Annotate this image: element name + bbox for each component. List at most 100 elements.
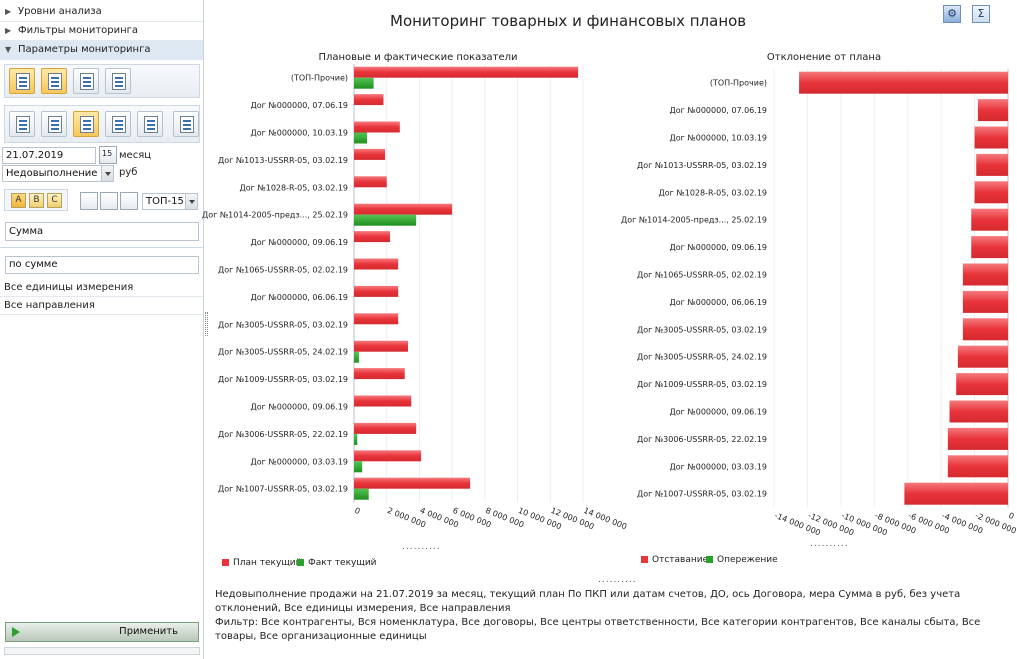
table-icon (48, 73, 62, 90)
period-label[interactable]: месяц (119, 150, 152, 161)
category-label: Дог №1007-USSRR-05, 03.02.19 (218, 485, 348, 494)
legend-label: Опережение (717, 555, 778, 565)
legend-fact[interactable]: Факт текущий (297, 558, 377, 568)
bar-plan (354, 148, 386, 160)
mode-select[interactable]: Недовыполнение (2, 165, 114, 182)
documents-icon (48, 116, 62, 133)
bar-fact (354, 433, 358, 445)
legend-ahead[interactable]: Опережение (706, 555, 778, 565)
category-label: Дог №000000, 06.06.19 (251, 293, 348, 302)
chart-title: Плановые и фактические показатели (318, 52, 517, 63)
abc-a-button[interactable]: A (11, 193, 26, 208)
bar-plan (354, 313, 399, 325)
category-label: Дог №000000, 10.03.19 (251, 129, 348, 138)
calendar-button[interactable]: 15 (99, 146, 117, 164)
splitter-dots[interactable]: .......... (402, 542, 441, 552)
bar-lag (956, 373, 1008, 396)
legend-lag[interactable]: Отставание (641, 555, 708, 565)
bar-lag (947, 427, 1008, 450)
chevron-right-icon: ▶ (5, 7, 12, 16)
category-label: Дог №000000, 06.06.19 (670, 298, 767, 307)
contract-icon (80, 116, 94, 133)
chevron-down-icon (101, 166, 113, 181)
currency-label[interactable]: руб (119, 167, 138, 178)
bar-plan (354, 368, 405, 380)
tick-label: 0 (1007, 511, 1015, 521)
date-input[interactable]: 21.07.2019 (2, 147, 96, 164)
splitter-dots[interactable]: .......... (598, 575, 637, 585)
bar-lag (799, 71, 1008, 94)
settings-panel: ▶ Уровни анализа ▶ Фильтры мониторинга ▼… (0, 0, 204, 659)
tree-item-analysis-levels[interactable]: ▶ Уровни анализа (0, 3, 203, 22)
briefcase-button[interactable] (73, 68, 99, 94)
chart-type-button[interactable] (80, 192, 98, 210)
chart-title: Отклонение от плана (767, 52, 881, 63)
bar-lag (971, 208, 1008, 231)
top-button[interactable] (100, 192, 118, 210)
bar-lag (904, 482, 1008, 505)
list-icon (16, 73, 30, 90)
bar-lag (949, 400, 1008, 423)
category-label: Дог №1009-USSRR-05, 03.02.19 (218, 375, 348, 384)
sum-button[interactable]: Σ (972, 5, 990, 23)
documents-button[interactable] (41, 111, 67, 137)
horizontal-scrollbar[interactable] (4, 647, 200, 655)
transfer-button[interactable] (105, 68, 131, 94)
category-label: Дог №000000, 09.06.19 (251, 238, 348, 247)
bar-plan (354, 450, 422, 462)
category-label: Дог №3005-USSRR-05, 03.02.19 (637, 325, 767, 334)
bar-plan (354, 203, 453, 215)
abc-group: A B C (4, 189, 68, 211)
description-filter: Фильтр: Все контрагенты, Вся номенклатур… (215, 617, 981, 642)
users-button[interactable] (9, 111, 35, 137)
bar-fact (354, 488, 369, 500)
play-icon (12, 627, 20, 637)
tree-item-monitoring-filters[interactable]: ▶ Фильтры мониторинга (0, 22, 203, 41)
abc-c-button[interactable]: C (47, 193, 62, 208)
apply-button[interactable]: Применить (5, 622, 199, 642)
description-line: Недовыполнение продажи на 21.07.2019 за … (215, 589, 961, 614)
bar-plan (354, 231, 390, 243)
manager-icon (112, 116, 126, 133)
bar-plan (354, 66, 579, 78)
bar-plan (354, 121, 400, 133)
legend-swatch (641, 556, 648, 563)
category-label: (ТОП-Прочие) (710, 79, 767, 88)
directions-filter[interactable]: Все направления (0, 297, 203, 315)
description: Недовыполнение продажи на 21.07.2019 за … (215, 588, 1010, 644)
measure-select[interactable]: Сумма (5, 222, 199, 241)
contract-button[interactable] (73, 111, 99, 137)
category-label: Дог №1013-USSRR-05, 03.02.19 (218, 156, 348, 165)
legend-label: Отставание (652, 555, 709, 565)
bar-lag (962, 318, 1008, 341)
category-label: Дог №000000, 09.06.19 (670, 408, 767, 417)
splitter-dots[interactable]: .......... (810, 539, 849, 549)
settings-icon: ⚙ (947, 7, 957, 20)
sort-up-button[interactable] (120, 192, 138, 210)
bar-lag (974, 181, 1008, 204)
print-button[interactable] (173, 111, 199, 137)
list-view-button[interactable] (9, 68, 35, 94)
sort-select[interactable]: по сумме (5, 256, 199, 274)
sum-icon: Σ (977, 7, 985, 20)
panel-splitter[interactable] (205, 312, 208, 336)
tree-item-monitoring-params[interactable]: ▼ Параметры мониторинга (0, 41, 203, 60)
category-label: Дог №000000, 03.03.19 (670, 462, 767, 471)
category-label: Дог №000000, 09.06.19 (251, 403, 348, 412)
bar-lag (977, 99, 1008, 122)
top-select[interactable]: ТОП-15 (142, 193, 198, 210)
manager-button[interactable] (105, 111, 131, 137)
abc-b-button[interactable]: B (29, 193, 44, 208)
legend-plan[interactable]: План текущий (222, 558, 302, 568)
transfer-icon (112, 73, 126, 90)
category-label: Дог №1028-R-05, 03.02.19 (240, 183, 348, 192)
analysis-toolbar (4, 105, 200, 143)
percent-button[interactable] (137, 111, 163, 137)
units-filter[interactable]: Все единицы измерения (0, 279, 203, 297)
table-view-button[interactable] (41, 68, 67, 94)
bar-plan (354, 285, 399, 297)
category-label: Дог №000000, 09.06.19 (670, 243, 767, 252)
view-toolbar (4, 64, 200, 98)
settings-button[interactable]: ⚙ (943, 5, 961, 23)
